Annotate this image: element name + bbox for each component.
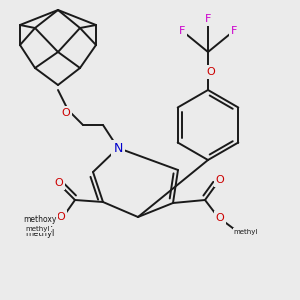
Text: O: O (57, 212, 65, 222)
Text: F: F (179, 26, 185, 36)
Text: O: O (207, 67, 215, 77)
Text: F: F (231, 26, 237, 36)
Text: O: O (216, 213, 224, 223)
Text: methyl: methyl (234, 229, 258, 235)
Text: N: N (113, 142, 123, 154)
Text: O: O (216, 175, 224, 185)
Text: O: O (55, 178, 63, 188)
Text: methyl: methyl (26, 226, 50, 232)
Text: O: O (61, 108, 70, 118)
Text: F: F (205, 14, 211, 24)
Text: methoxy: methoxy (23, 215, 57, 224)
Text: methyl: methyl (25, 229, 55, 238)
